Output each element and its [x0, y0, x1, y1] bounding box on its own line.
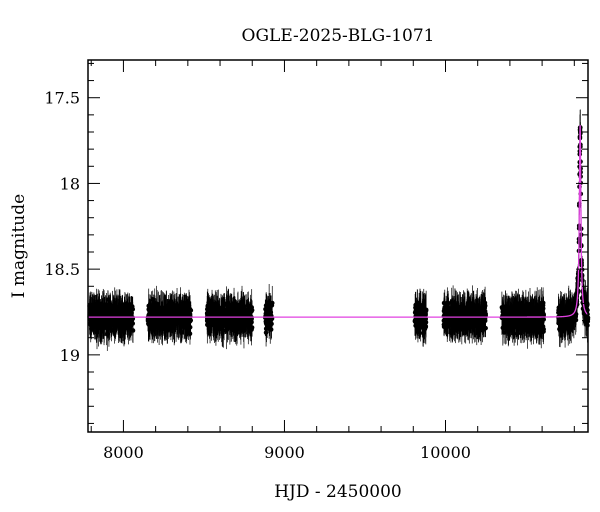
data-point — [147, 298, 152, 329]
data-point — [183, 309, 189, 332]
data-point — [154, 294, 160, 328]
data-point — [107, 294, 112, 314]
data-point — [152, 310, 158, 328]
data-point — [179, 299, 184, 327]
data-point — [172, 307, 178, 333]
data-point — [124, 308, 130, 332]
x-axis: 8000 9000 10000 — [90, 60, 575, 462]
x-tick-label: 8000 — [103, 443, 144, 462]
chart-title: OGLE-2025-BLG-1071 — [242, 26, 435, 46]
data-point — [92, 312, 98, 330]
data-points — [87, 109, 591, 351]
data-point — [119, 303, 124, 340]
plot-frame — [87, 59, 589, 433]
data-point — [112, 317, 117, 344]
data-point — [105, 302, 110, 339]
y-tick-label: 18 — [60, 174, 80, 193]
axes-frame — [87, 59, 589, 433]
data-point — [125, 293, 130, 317]
data-point — [112, 297, 117, 319]
data-point — [101, 290, 107, 329]
data-point — [99, 306, 105, 343]
y-tick-label: 18.5 — [44, 260, 80, 279]
x-axis-label: HJD - 2450000 — [274, 482, 402, 502]
x-tick-label: 9000 — [264, 443, 305, 462]
data-point — [128, 302, 133, 337]
data-point — [157, 301, 162, 337]
data-point — [107, 297, 113, 319]
model-line — [88, 125, 589, 318]
model-curve — [88, 125, 589, 318]
y-axis: 17.5 18 18.5 19 — [44, 62, 588, 424]
data-point — [130, 304, 136, 343]
x-tick-label: 10000 — [420, 443, 471, 462]
data-point — [116, 304, 121, 325]
y-tick-label: 19 — [60, 346, 80, 365]
y-tick-label: 17.5 — [44, 89, 80, 108]
y-axis-label: I magnitude — [9, 194, 29, 298]
data-point — [162, 304, 167, 341]
data-point — [164, 316, 170, 344]
